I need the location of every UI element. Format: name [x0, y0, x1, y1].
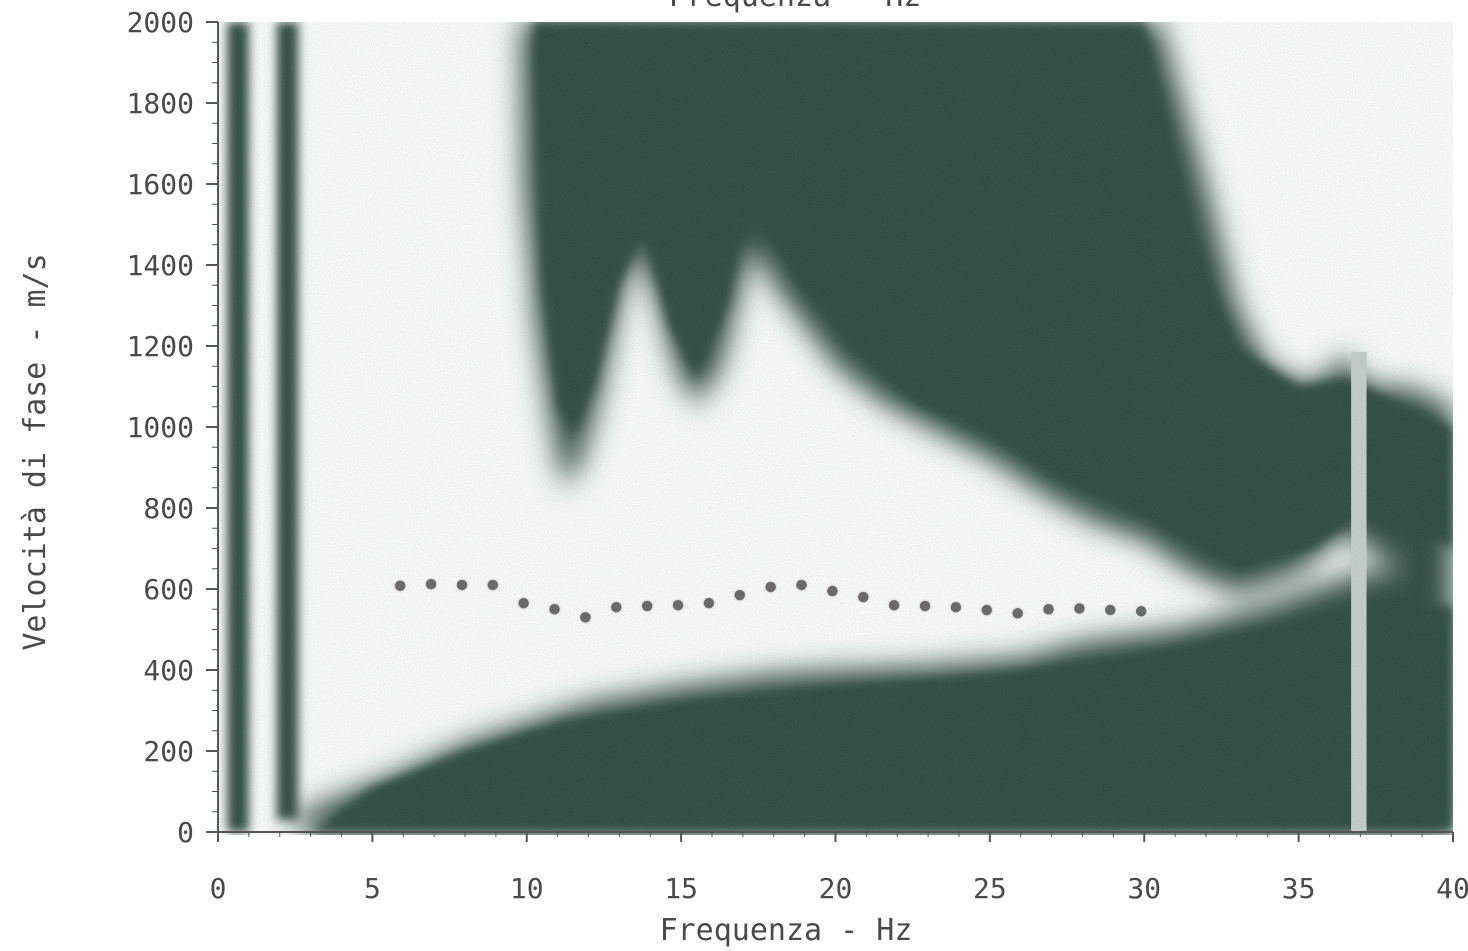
data-point: [980, 603, 994, 617]
x-tick-label: 5: [364, 872, 381, 905]
x-tick-label: 15: [664, 872, 698, 905]
x-axis-label: Frequenza - Hz: [660, 913, 913, 948]
x-tick-label: 0: [210, 872, 227, 905]
y-tick-label: 1600: [127, 168, 194, 201]
x-tick-label: 40: [1436, 872, 1468, 905]
data-point: [516, 596, 531, 610]
data-point: [856, 590, 871, 604]
y-tick-label: 200: [143, 735, 194, 768]
data-point: [393, 579, 407, 593]
grain-overlay: [218, 22, 1453, 832]
y-tick-label: 1000: [127, 411, 194, 444]
data-point: [455, 578, 469, 592]
y-tick-label: 1200: [127, 330, 194, 363]
x-tick-label: 20: [819, 872, 853, 905]
y-tick-label: 0: [177, 816, 194, 849]
data-point: [578, 610, 593, 625]
x-tick-label: 25: [973, 872, 1007, 905]
data-point: [702, 596, 716, 610]
data-point: [825, 584, 840, 598]
data-point: [918, 599, 932, 613]
x-tick-label: 30: [1127, 872, 1161, 905]
x-tick-label: 35: [1282, 872, 1316, 905]
data-point: [640, 599, 654, 613]
data-point: [763, 580, 778, 594]
y-tick-label: 2000: [127, 6, 194, 39]
data-point: [671, 598, 685, 612]
x-tick-label: 10: [510, 872, 544, 905]
data-point: [424, 577, 438, 591]
data-point: [547, 602, 562, 616]
y-tick-label: 600: [143, 573, 194, 606]
data-point: [1134, 604, 1148, 619]
y-axis-label: Velocità di fase - m/s: [18, 253, 53, 650]
y-tick-label: 1400: [127, 249, 194, 282]
picked-points: [393, 577, 1148, 625]
data-point: [733, 588, 747, 602]
data-point: [794, 578, 809, 592]
y-tick-label: 1800: [127, 87, 194, 120]
y-tick-label: 400: [143, 654, 194, 687]
data-point: [1103, 603, 1118, 617]
data-point: [486, 578, 500, 592]
y-tick-label: 800: [143, 492, 194, 525]
data-point: [949, 600, 963, 614]
data-point: [887, 598, 901, 612]
x-ticks: 0 5 10 15 20 25 30 35 40: [210, 832, 1468, 905]
top-label: Frequenza - Hz: [669, 0, 922, 14]
data-point: [1072, 601, 1087, 616]
data-point: [1041, 602, 1056, 616]
data-point: [1010, 606, 1025, 621]
y-ticks: 0 200 400 600 800 1000 1200 1400 1600 1800 2000: [127, 6, 218, 849]
data-point: [609, 600, 624, 614]
energy-heatmap: [218, 22, 1453, 832]
